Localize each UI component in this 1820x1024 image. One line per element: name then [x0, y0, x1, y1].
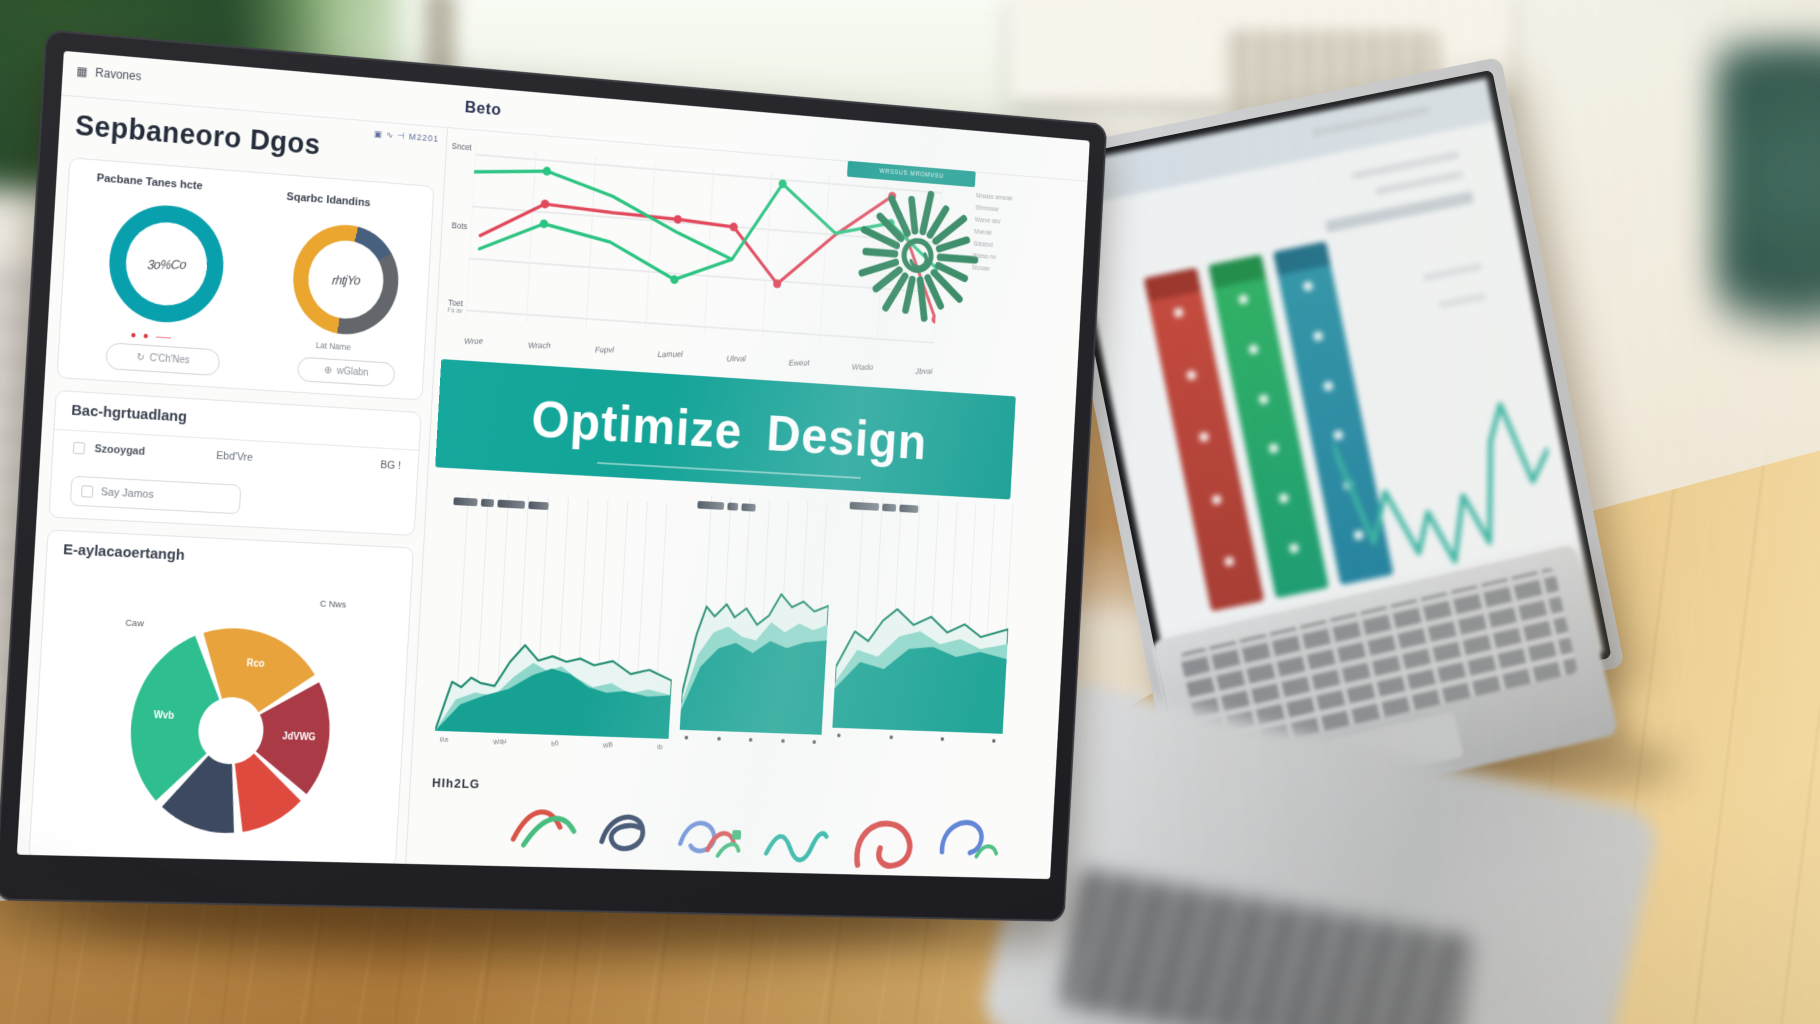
- wave-teal-icon[interactable]: [760, 816, 831, 874]
- laptop2-text-line: [1438, 292, 1487, 309]
- area-chart-2: [679, 571, 830, 735]
- y-tick-top: Sncet: [451, 141, 473, 153]
- laptop1-keyboard-blur: [1058, 867, 1477, 1024]
- backlog-row2[interactable]: Say Jamos: [69, 475, 242, 515]
- loop-blue-icon[interactable]: [933, 811, 1002, 868]
- laptop2-text-line: [1422, 262, 1483, 282]
- laptop2-lid: [1042, 56, 1625, 760]
- line-chart-title: Beto: [464, 97, 502, 120]
- optimize-design-banner: Optimize Design: [435, 359, 1016, 500]
- svg-text:JdVWG: JdVWG: [282, 731, 316, 743]
- laptop1: ▦ Ravones ▣ ∿ ⊣ M2201 Sepbaneoro Dgos Pa…: [0, 29, 1108, 922]
- laptop2-wave-chart: [1330, 402, 1551, 564]
- starburst-logo: [849, 178, 985, 331]
- checkbox-icon[interactable]: [72, 441, 86, 455]
- chair-blur: [1715, 40, 1820, 380]
- dashboard-screen: ▦ Ravones ▣ ∿ ⊣ M2201 Sepbaneoro Dgos Pa…: [16, 50, 1090, 880]
- area-chart-3: [832, 576, 1010, 734]
- refresh-icon: ↻: [136, 352, 145, 364]
- page-title: Sepbaneoro Dgos: [74, 109, 322, 162]
- gauges-card: Pacbane Tanes hcte Sqarbc Idandins 3o%Co…: [56, 157, 435, 401]
- banner-word-2: Design: [765, 404, 929, 471]
- laptop2-text-line: [1374, 170, 1464, 196]
- teal-donut-gauge: 3o%Co: [106, 201, 227, 326]
- engagement-pie-chart: Rco JdVWG Wvb: [126, 627, 333, 834]
- menu-grid-icon[interactable]: ▦: [76, 63, 88, 79]
- gauge-right-label: Sqarbc Idandins: [286, 191, 371, 210]
- loop-red-icon[interactable]: [845, 813, 927, 880]
- gauge-left-button[interactable]: ↻ C'Ch'Nes: [105, 342, 221, 377]
- backlog-title: Bac-hgrtuadlang: [70, 401, 188, 426]
- y-tick-mid: Bots: [451, 220, 468, 232]
- bottom-section-label: HIh2LG: [431, 775, 481, 792]
- backlog-row-name: Szooygad: [94, 443, 146, 458]
- logo-text-rows: Mnalas amwae Sfmrowar Warve asv Mwrole Sdr…: [971, 192, 1013, 273]
- engagement-card: E-aylacaoertangh Caw C Nws Rco JdVWG Wvb: [28, 529, 414, 868]
- gauge-left-legend: ● ● ⸺: [130, 329, 174, 344]
- backlog-row-mid: Ebd'Vre: [215, 449, 254, 464]
- loop-navy-icon[interactable]: [592, 803, 665, 862]
- laptop2-bezel: [1054, 69, 1612, 747]
- gauge-right-button[interactable]: ⊕ wGlabn: [296, 356, 396, 388]
- status-icons-row[interactable]: ▣ ∿ ⊣ M2201: [312, 124, 439, 145]
- gauge-left-label: Pacbane Tanes hcte: [96, 172, 204, 193]
- checkbox-icon[interactable]: [80, 485, 94, 498]
- area3-ticks: [837, 733, 996, 743]
- backlog-row2-name: Say Jamos: [100, 486, 154, 501]
- y-tick-bottom: Toet Fa av: [447, 297, 464, 315]
- laptop2-screen: [1063, 77, 1604, 739]
- plus-circle-icon: ⊕: [323, 365, 333, 377]
- gauge-right-value: rhtjYo: [331, 272, 361, 287]
- area2-ticks: [684, 735, 817, 744]
- pie-label-right: C Nws: [319, 598, 347, 611]
- backlog-card: Bac-hgrtuadlang Szooygad Ebd'Vre BG ! Sa…: [48, 389, 422, 536]
- banner-word-1: Optimize: [529, 390, 744, 460]
- gauge-left-value: 3o%Co: [146, 256, 187, 272]
- area-chart-1: [435, 607, 675, 739]
- app-label: Ravones: [94, 65, 142, 84]
- area1-x-labels: Ra Wqu b0 WB Ib: [439, 736, 664, 752]
- app-menu[interactable]: ▦ Ravones: [76, 64, 142, 83]
- multi-donut-gauge: rhtjYo: [290, 221, 402, 338]
- backlog-row-right: BG !: [380, 459, 402, 473]
- engagement-title: E-aylacaoertangh: [62, 541, 186, 564]
- laptop2-toolbar-line: [1324, 191, 1475, 233]
- svg-text:Wvb: Wvb: [153, 710, 174, 722]
- svg-text:Rco: Rco: [246, 659, 265, 671]
- status-icons[interactable]: ▣ ∿ ⊣: [373, 128, 406, 142]
- gauge-right-note: Lat Narne: [315, 340, 352, 353]
- wave-red-green-icon[interactable]: [507, 795, 581, 854]
- green-chip: [731, 829, 742, 840]
